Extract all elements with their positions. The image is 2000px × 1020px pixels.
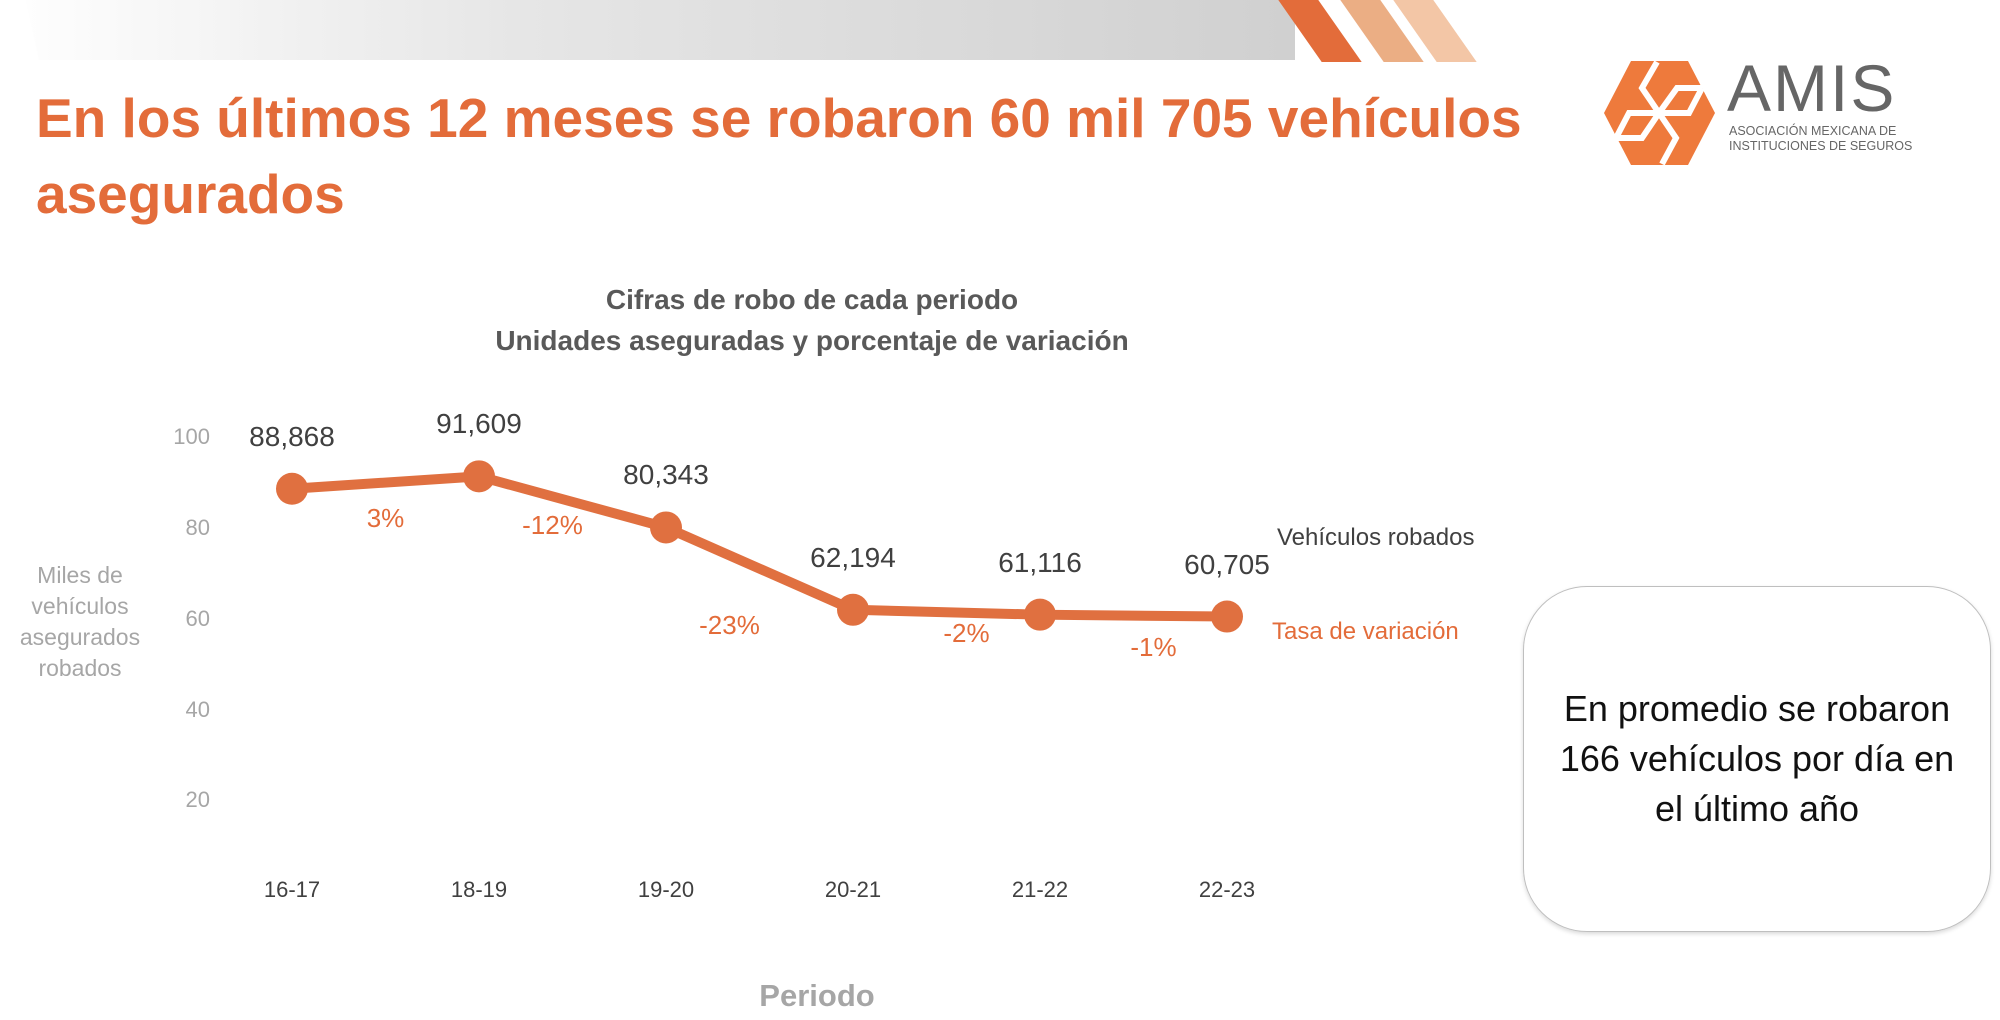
y-tick-label: 60 xyxy=(185,605,210,631)
logo-subtitle: ASOCIACIÓN MEXICANA DE INSTITUCIONES DE … xyxy=(1729,124,1929,154)
logo-wordmark: AMIS xyxy=(1727,51,1897,125)
x-tick-label: 20-21 xyxy=(824,877,882,902)
amis-logo: AMIS ASOCIACIÓN MEXICANA DE INSTITUCIONE… xyxy=(1602,51,1922,168)
amis-hexagon-icon xyxy=(1604,60,1715,166)
logo-subtitle-line2: INSTITUCIONES DE SEGUROS xyxy=(1729,139,1913,153)
x-axis-label: Periodo xyxy=(759,978,875,1013)
legend-vehiculos-robados: Vehículos robados xyxy=(1277,524,1475,551)
page-title: En los últimos 12 meses se robaron 60 mi… xyxy=(36,87,1522,225)
x-tick-label: 18-19 xyxy=(450,877,508,902)
data-label: 80,343 xyxy=(623,459,709,491)
data-point xyxy=(1024,598,1056,631)
y-tick-label: 20 xyxy=(185,787,210,813)
y-axis-label: Miles de vehículos asegurados robados xyxy=(19,562,141,681)
chart-title: Cifras de robo de cada periodo xyxy=(605,284,1019,315)
legend-tasa-variacion: Tasa de variación xyxy=(1272,618,1459,645)
callout-text: En promedio se robaron 166 vehículos por… xyxy=(1559,688,1955,829)
data-label: 60,705 xyxy=(1184,548,1270,580)
y-tick-label: 100 xyxy=(173,424,210,450)
y-tick-label: 40 xyxy=(185,696,210,722)
chart-subtitle: Unidades aseguradas y porcentaje de vari… xyxy=(495,325,1129,356)
data-point xyxy=(1211,600,1243,633)
logo-subtitle-line1: ASOCIACIÓN MEXICANA DE xyxy=(1729,124,1897,138)
callout-box: En promedio se robaron 166 vehículos por… xyxy=(1523,586,1991,932)
x-tick-label: 22-23 xyxy=(1198,877,1256,902)
x-tick-label: 21-22 xyxy=(1011,877,1069,902)
data-point xyxy=(837,593,869,626)
data-point xyxy=(650,511,682,544)
series-line xyxy=(291,471,1228,622)
data-label: 61,116 xyxy=(998,546,1082,578)
x-tick-label: 16-17 xyxy=(263,877,321,902)
variation-label: -1% xyxy=(1130,631,1177,662)
variation-label: 3% xyxy=(366,502,405,533)
y-tick-label: 80 xyxy=(185,515,210,540)
data-point xyxy=(276,472,308,505)
x-tick-label: 19-20 xyxy=(637,877,695,902)
data-label: 88,868 xyxy=(249,420,335,452)
variation-label: -23% xyxy=(699,609,760,640)
header-decor-bar xyxy=(25,0,1295,60)
data-label: 62,194 xyxy=(810,541,896,573)
data-point xyxy=(463,460,495,493)
variation-label: -2% xyxy=(943,618,990,649)
variation-label: -12% xyxy=(522,509,583,540)
data-label: 91,609 xyxy=(436,408,522,440)
